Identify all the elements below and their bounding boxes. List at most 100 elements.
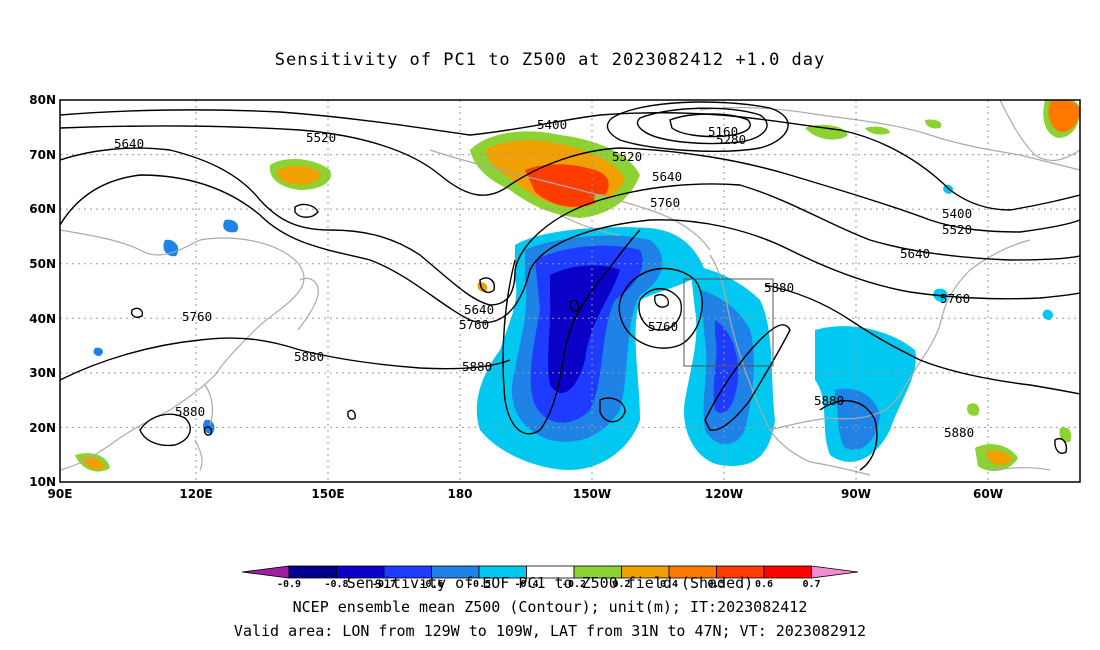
x-tick-label: 150E bbox=[311, 487, 344, 501]
coast-canada-arctic bbox=[699, 106, 1080, 171]
y-tick-label: 80N bbox=[29, 93, 56, 107]
contour-low-center bbox=[638, 288, 682, 331]
contour-5880-west bbox=[60, 337, 511, 381]
contour-trough-pacific bbox=[502, 229, 641, 435]
x-axis: 90E 120E 150E 180 150W 120W 90W 60W bbox=[48, 487, 1003, 501]
footer-shaded-caption: Sensitivity of EOF PC1 to Z500 field (Sh… bbox=[346, 574, 754, 592]
contour-small-6 bbox=[1054, 438, 1068, 454]
x-tick-label: 120E bbox=[179, 487, 212, 501]
contour-label: 5400 bbox=[537, 117, 567, 132]
contour-5520 bbox=[60, 125, 1080, 233]
contour-label: 5880 bbox=[462, 359, 492, 374]
contour-label: 5400 bbox=[942, 206, 972, 221]
colorbar-tick-label: -0.2 bbox=[562, 579, 586, 590]
contour-high-pacific bbox=[599, 397, 626, 423]
y-tick-label: 60N bbox=[29, 202, 56, 216]
shade-region-kamchatka-red bbox=[525, 164, 609, 207]
contour-label: 5760 bbox=[182, 309, 212, 324]
contour-label: 5880 bbox=[814, 393, 844, 408]
x-tick-label: 180 bbox=[447, 487, 472, 501]
shade-region-siberia-orange bbox=[277, 165, 322, 185]
contour-small-1 bbox=[294, 203, 319, 218]
contour-label: 5640 bbox=[900, 246, 930, 261]
contour-label: 5760 bbox=[940, 291, 970, 306]
y-tick-label: 10N bbox=[29, 475, 56, 489]
contour-5880-east bbox=[764, 284, 1080, 395]
contour-label: 5640 bbox=[652, 169, 682, 184]
contour-5400 bbox=[60, 109, 1080, 211]
contour-low-center-inner bbox=[654, 294, 670, 308]
contour-label: 5280 bbox=[716, 132, 746, 147]
contour-label: 5160 bbox=[708, 124, 738, 139]
contour-5640-west bbox=[60, 147, 1080, 306]
y-tick-label: 40N bbox=[29, 312, 56, 326]
x-tick-label: 120W bbox=[705, 487, 743, 501]
contour-polar-low-mid bbox=[636, 107, 768, 145]
colorbar-tick-label: 0.4 bbox=[660, 579, 678, 590]
contour-5760 bbox=[60, 174, 1080, 324]
contour-polar-low-outer bbox=[606, 101, 789, 152]
contour-label: 5520 bbox=[942, 222, 972, 237]
contour-label: 5760 bbox=[459, 317, 489, 332]
contour-small-5 bbox=[203, 426, 213, 436]
contour-small-7 bbox=[569, 299, 580, 312]
footer-contour-caption: NCEP ensemble mean Z500 (Contour); unit(… bbox=[292, 598, 808, 616]
shade-region-gulf-mid bbox=[835, 388, 880, 450]
contour-label-group: 5640 5520 5400 5160 5280 5520 5640 5760 … bbox=[114, 117, 974, 440]
shade-region-west-blobs bbox=[93, 219, 239, 434]
contour-label: 5880 bbox=[944, 425, 974, 440]
colorbar-tick-label: -0.9 bbox=[277, 579, 301, 590]
contour-small-2 bbox=[479, 277, 495, 293]
contour-polar-low-inner bbox=[669, 113, 751, 138]
x-tick-label: 90E bbox=[48, 487, 73, 501]
contour-label: 5880 bbox=[764, 280, 794, 295]
y-tick-label: 30N bbox=[29, 366, 56, 380]
contour-label: 5640 bbox=[464, 302, 494, 317]
x-tick-label: 150W bbox=[573, 487, 611, 501]
grid-lines bbox=[60, 100, 1080, 482]
colorbar-tick-label: 0.5 bbox=[707, 579, 725, 590]
coast-greenland bbox=[999, 100, 1080, 162]
contour-small-4 bbox=[347, 409, 356, 420]
colorbar-right-arrow bbox=[811, 565, 859, 579]
contour-label: 5880 bbox=[175, 404, 205, 419]
x-tick-label: 90W bbox=[841, 487, 871, 501]
contour-gulf bbox=[819, 400, 878, 471]
shaded-field bbox=[75, 100, 1080, 472]
contour-high-asia bbox=[139, 413, 191, 447]
coast-asia bbox=[60, 229, 305, 471]
coast-japan bbox=[297, 277, 319, 331]
colorbar-tick-label: -0.5 bbox=[467, 579, 491, 590]
z500-contours bbox=[60, 101, 1080, 471]
contour-label: 5760 bbox=[650, 195, 680, 210]
coastlines bbox=[60, 100, 1080, 476]
y-tick-label: 70N bbox=[29, 148, 56, 162]
colorbar: -0.9 -0.8 -0.7 -0.6 -0.5 -0.4 -0.2 0.2 0… bbox=[241, 565, 859, 590]
shade-region-arctic-orange bbox=[1048, 100, 1080, 133]
colorbar-tick-label: -0.8 bbox=[324, 579, 348, 590]
contour-label: 5880 bbox=[294, 349, 324, 364]
contour-label: 5520 bbox=[612, 149, 642, 164]
coast-central-america bbox=[809, 461, 1051, 476]
chart-title: Sensitivity of PC1 to Z500 at 2023082412… bbox=[274, 50, 826, 70]
shade-region-east-dark bbox=[713, 320, 739, 414]
y-tick-label: 20N bbox=[29, 421, 56, 435]
colorbar-tick-label: -0.6 bbox=[419, 579, 443, 590]
y-tick-label: 50N bbox=[29, 257, 56, 271]
colorbar-tick-label: 0.7 bbox=[802, 579, 820, 590]
contour-label: 5640 bbox=[114, 136, 144, 151]
map-frame bbox=[59, 99, 1081, 483]
coast-north-america bbox=[709, 239, 1031, 463]
contour-low-ring bbox=[618, 267, 703, 349]
footer-valid-area-caption: Valid area: LON from 129W to 109W, LAT f… bbox=[233, 622, 867, 640]
colorbar-tick-label: 0.2 bbox=[612, 579, 630, 590]
shade-region-pacific-core bbox=[548, 265, 620, 393]
contour-small-3 bbox=[130, 307, 144, 318]
colorbar-tick-label: -0.7 bbox=[372, 579, 396, 590]
contour-label: 5520 bbox=[306, 130, 336, 145]
contour-label: 5760 bbox=[648, 319, 678, 334]
colorbar-tick-label: -0.4 bbox=[514, 579, 538, 590]
x-tick-label: 60W bbox=[973, 487, 1003, 501]
y-axis: 80N 70N 60N 50N 40N 30N 20N 10N bbox=[29, 93, 56, 489]
